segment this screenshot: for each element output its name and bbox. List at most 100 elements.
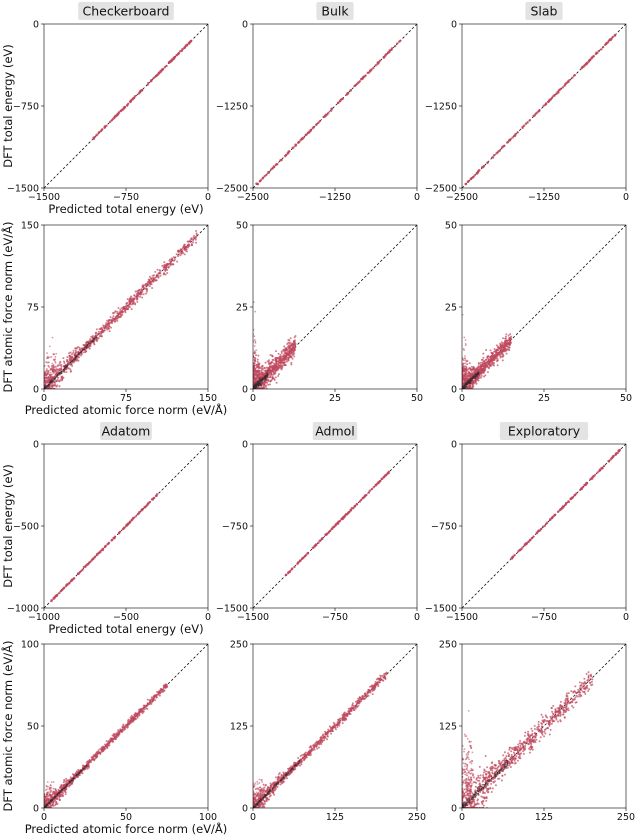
data-point bbox=[165, 64, 168, 68]
data-point bbox=[175, 53, 179, 57]
data-point bbox=[571, 496, 574, 499]
data-point bbox=[271, 355, 274, 358]
data-point bbox=[368, 489, 372, 492]
data-point bbox=[119, 308, 122, 311]
data-point bbox=[477, 379, 480, 382]
data-point bbox=[283, 356, 286, 359]
x-tick-label: −2500 bbox=[446, 192, 478, 203]
dense-point bbox=[56, 375, 58, 378]
title-box bbox=[78, 2, 174, 20]
data-point bbox=[336, 101, 340, 105]
data-point bbox=[470, 176, 474, 180]
data-point bbox=[294, 143, 297, 146]
dense-point bbox=[84, 346, 86, 349]
data-point bbox=[192, 241, 195, 244]
y-tick-label: 75 bbox=[27, 303, 39, 314]
data-point bbox=[154, 699, 157, 702]
data-point bbox=[136, 300, 139, 303]
data-point bbox=[556, 510, 560, 513]
title-text: Checkerboard bbox=[83, 4, 170, 19]
data-point bbox=[279, 361, 282, 364]
data-point bbox=[58, 369, 61, 372]
data-point bbox=[261, 177, 264, 180]
data-point bbox=[467, 385, 470, 388]
data-point bbox=[263, 366, 266, 369]
data-point bbox=[144, 292, 147, 295]
data-point bbox=[486, 356, 489, 359]
data-point bbox=[277, 375, 280, 378]
data-point bbox=[131, 298, 134, 301]
data-point bbox=[183, 253, 186, 256]
dense-point bbox=[472, 375, 474, 378]
data-point bbox=[72, 351, 75, 354]
x-tick-label: 0 bbox=[459, 393, 465, 404]
data-point bbox=[272, 373, 275, 376]
dense-point bbox=[52, 380, 55, 382]
data-point bbox=[280, 351, 283, 354]
data-point bbox=[492, 364, 495, 367]
data-point bbox=[289, 337, 292, 340]
data-point bbox=[56, 384, 59, 387]
outlier-point bbox=[254, 380, 256, 383]
data-point bbox=[598, 468, 602, 472]
data-point bbox=[532, 114, 535, 118]
data-point bbox=[280, 158, 283, 162]
data-point bbox=[330, 107, 334, 110]
data-point bbox=[487, 355, 490, 358]
data-point bbox=[138, 714, 141, 717]
dense-point bbox=[86, 343, 89, 346]
dense-point bbox=[49, 379, 52, 382]
data-point bbox=[390, 48, 393, 52]
data-point bbox=[508, 139, 511, 142]
data-point bbox=[169, 260, 172, 263]
data-point bbox=[545, 522, 548, 525]
data-point bbox=[277, 373, 280, 376]
data-point bbox=[127, 308, 130, 311]
data-point bbox=[65, 371, 68, 374]
outlier-point bbox=[55, 367, 58, 369]
data-point bbox=[361, 497, 364, 500]
outlier-point bbox=[462, 378, 464, 381]
data-point bbox=[96, 332, 99, 335]
data-point bbox=[502, 354, 505, 357]
data-point bbox=[87, 561, 91, 564]
data-point bbox=[521, 125, 524, 129]
data-point bbox=[112, 312, 115, 315]
data-point bbox=[74, 349, 77, 352]
data-point bbox=[378, 59, 382, 63]
data-point bbox=[134, 302, 137, 305]
data-point bbox=[54, 803, 57, 806]
panel-title: Checkerboard bbox=[78, 2, 174, 20]
data-point bbox=[273, 378, 276, 381]
data-point bbox=[155, 279, 158, 282]
data-point bbox=[323, 115, 326, 118]
data-point bbox=[189, 240, 192, 243]
data-point bbox=[109, 316, 112, 319]
outlier-point bbox=[254, 370, 257, 373]
x-tick-label: −750 bbox=[531, 612, 557, 623]
data-point bbox=[188, 40, 191, 44]
data-point bbox=[126, 103, 129, 107]
data-point bbox=[547, 100, 550, 104]
data-point bbox=[72, 349, 75, 352]
data-point bbox=[481, 361, 484, 364]
data-point bbox=[291, 353, 294, 356]
data-point bbox=[596, 51, 599, 55]
outlier-point bbox=[53, 368, 56, 371]
data-point bbox=[130, 714, 133, 717]
data-point bbox=[370, 487, 374, 491]
data-point bbox=[194, 236, 197, 239]
y-tick-label: 0 bbox=[33, 385, 39, 396]
dense-point bbox=[60, 371, 62, 374]
data-point bbox=[165, 268, 168, 271]
data-point bbox=[573, 74, 576, 77]
data-point bbox=[263, 174, 266, 178]
outlier-point bbox=[52, 358, 55, 361]
data-point bbox=[275, 367, 278, 370]
data-point bbox=[114, 310, 117, 313]
data-point bbox=[125, 524, 128, 527]
data-point bbox=[256, 376, 259, 379]
plot-area bbox=[44, 225, 208, 389]
data-point bbox=[485, 348, 488, 351]
data-point bbox=[353, 504, 357, 508]
